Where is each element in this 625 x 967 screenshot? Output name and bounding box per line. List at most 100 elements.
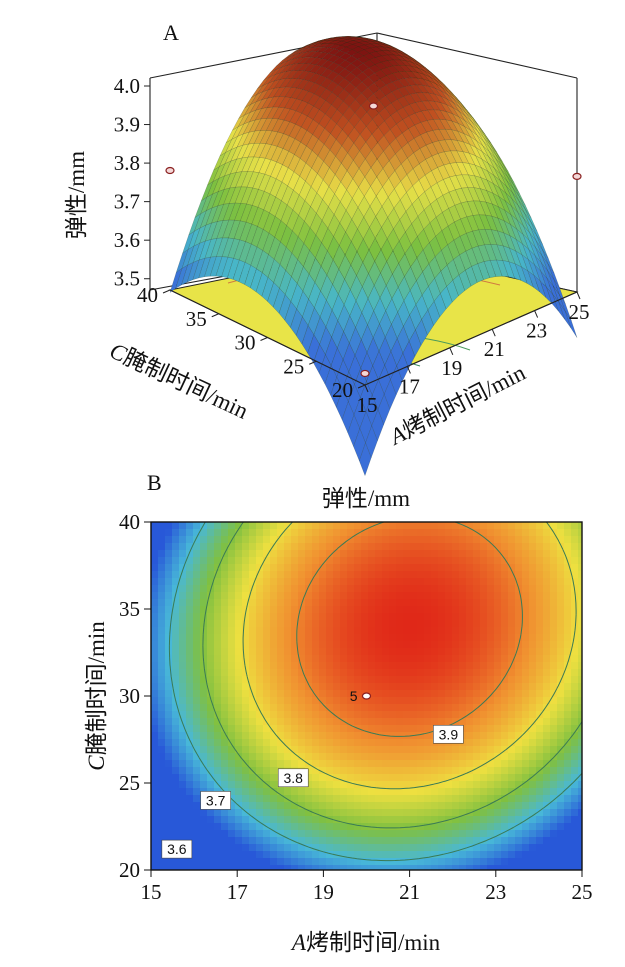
contour-cell — [221, 781, 229, 789]
contour-cell — [389, 529, 397, 537]
surface-facet — [267, 282, 280, 308]
contour-cell — [249, 557, 257, 565]
contour-cell — [473, 543, 481, 551]
contour-cell — [466, 606, 474, 614]
z-tick-label: 4.0 — [114, 74, 140, 98]
contour-cell — [494, 711, 502, 719]
contour-cell — [151, 851, 159, 859]
contour-cell — [543, 585, 551, 593]
contour-cell — [228, 746, 236, 754]
x-tick-mark — [449, 347, 454, 355]
contour-cell — [214, 543, 222, 551]
contour-cell — [340, 711, 348, 719]
contour-cell — [536, 550, 544, 558]
contour-cell — [298, 634, 306, 642]
contour-cell — [277, 522, 285, 530]
contour-cell — [347, 529, 355, 537]
contour-cell — [242, 746, 250, 754]
contour-cell — [487, 543, 495, 551]
surface-facet — [301, 324, 315, 354]
contour-cell — [480, 781, 488, 789]
contour-cell — [305, 662, 313, 670]
contour-cell — [263, 599, 271, 607]
contour-cell — [494, 564, 502, 572]
contour-cell — [228, 844, 236, 852]
contour-cell — [193, 851, 201, 859]
contour-cell — [193, 767, 201, 775]
contour-cell — [298, 732, 306, 740]
contour-cell — [179, 606, 187, 614]
contour-cell — [277, 543, 285, 551]
contour-cell — [578, 585, 582, 593]
contour-cell — [403, 662, 411, 670]
contour-cell — [165, 606, 173, 614]
contour-cell — [578, 760, 582, 768]
contour-cell — [207, 774, 215, 782]
contour-cell — [543, 823, 551, 831]
contour-cell — [214, 683, 222, 691]
contour-cell — [480, 648, 488, 656]
contour-cell — [242, 781, 250, 789]
contour-cell — [578, 564, 582, 572]
contour-field — [151, 522, 582, 870]
contour-cell — [487, 578, 495, 586]
y-tick-label: 40 — [137, 283, 158, 307]
contour-cell — [522, 774, 530, 782]
contour-cell — [172, 641, 180, 649]
contour-cell — [452, 830, 460, 838]
contour-cell — [417, 557, 425, 565]
contour-cell — [284, 529, 292, 537]
center-point-label: 5 — [350, 688, 358, 704]
contour-cell — [480, 823, 488, 831]
contour-cell — [522, 753, 530, 761]
contour-cell — [158, 711, 166, 719]
contour-cell — [557, 858, 565, 866]
contour-cell — [571, 865, 579, 870]
contour-cell — [487, 669, 495, 677]
contour-cell — [312, 557, 320, 565]
contour-cell — [165, 683, 173, 691]
contour-cell — [396, 865, 404, 870]
contour-cell — [263, 837, 271, 845]
surface-facet — [403, 94, 416, 105]
contour-cell — [284, 557, 292, 565]
contour-cell — [389, 837, 397, 845]
contour-cell — [382, 620, 390, 628]
contour-cell — [459, 592, 467, 600]
contour-cell — [515, 718, 523, 726]
contour-cell — [543, 788, 551, 796]
contour-cell — [375, 592, 383, 600]
surface-facet — [237, 104, 252, 120]
contour-cell — [431, 613, 439, 621]
contour-label-box — [433, 724, 464, 744]
contour-cell — [228, 606, 236, 614]
contour-cell — [291, 578, 299, 586]
contour-cell — [326, 592, 334, 600]
contour-cell — [347, 865, 355, 870]
contour-cell — [529, 718, 537, 726]
surface-facet — [359, 442, 372, 477]
contour-cell — [312, 816, 320, 824]
contour-cell — [284, 823, 292, 831]
contour-label: 3.9 — [439, 726, 459, 742]
surface-facet — [540, 270, 553, 295]
surface-facet — [281, 55, 294, 64]
contour-cell — [228, 592, 236, 600]
contour-cell — [459, 851, 467, 859]
contour-cell — [389, 704, 397, 712]
contour-cell — [382, 578, 390, 586]
surface-facet — [276, 148, 289, 165]
contour-cell — [312, 585, 320, 593]
contour-cell — [438, 585, 446, 593]
contour-cell — [151, 809, 159, 817]
contour-cell — [473, 816, 481, 824]
contour-cell — [277, 690, 285, 698]
contour-cell — [557, 690, 565, 698]
contour-cell — [550, 767, 558, 775]
contour-cell — [186, 739, 194, 747]
contour-cell — [452, 711, 460, 719]
contour-cell — [305, 550, 313, 558]
contour-cell — [186, 676, 194, 684]
surface-facet — [268, 72, 282, 84]
contour-cell — [326, 788, 334, 796]
